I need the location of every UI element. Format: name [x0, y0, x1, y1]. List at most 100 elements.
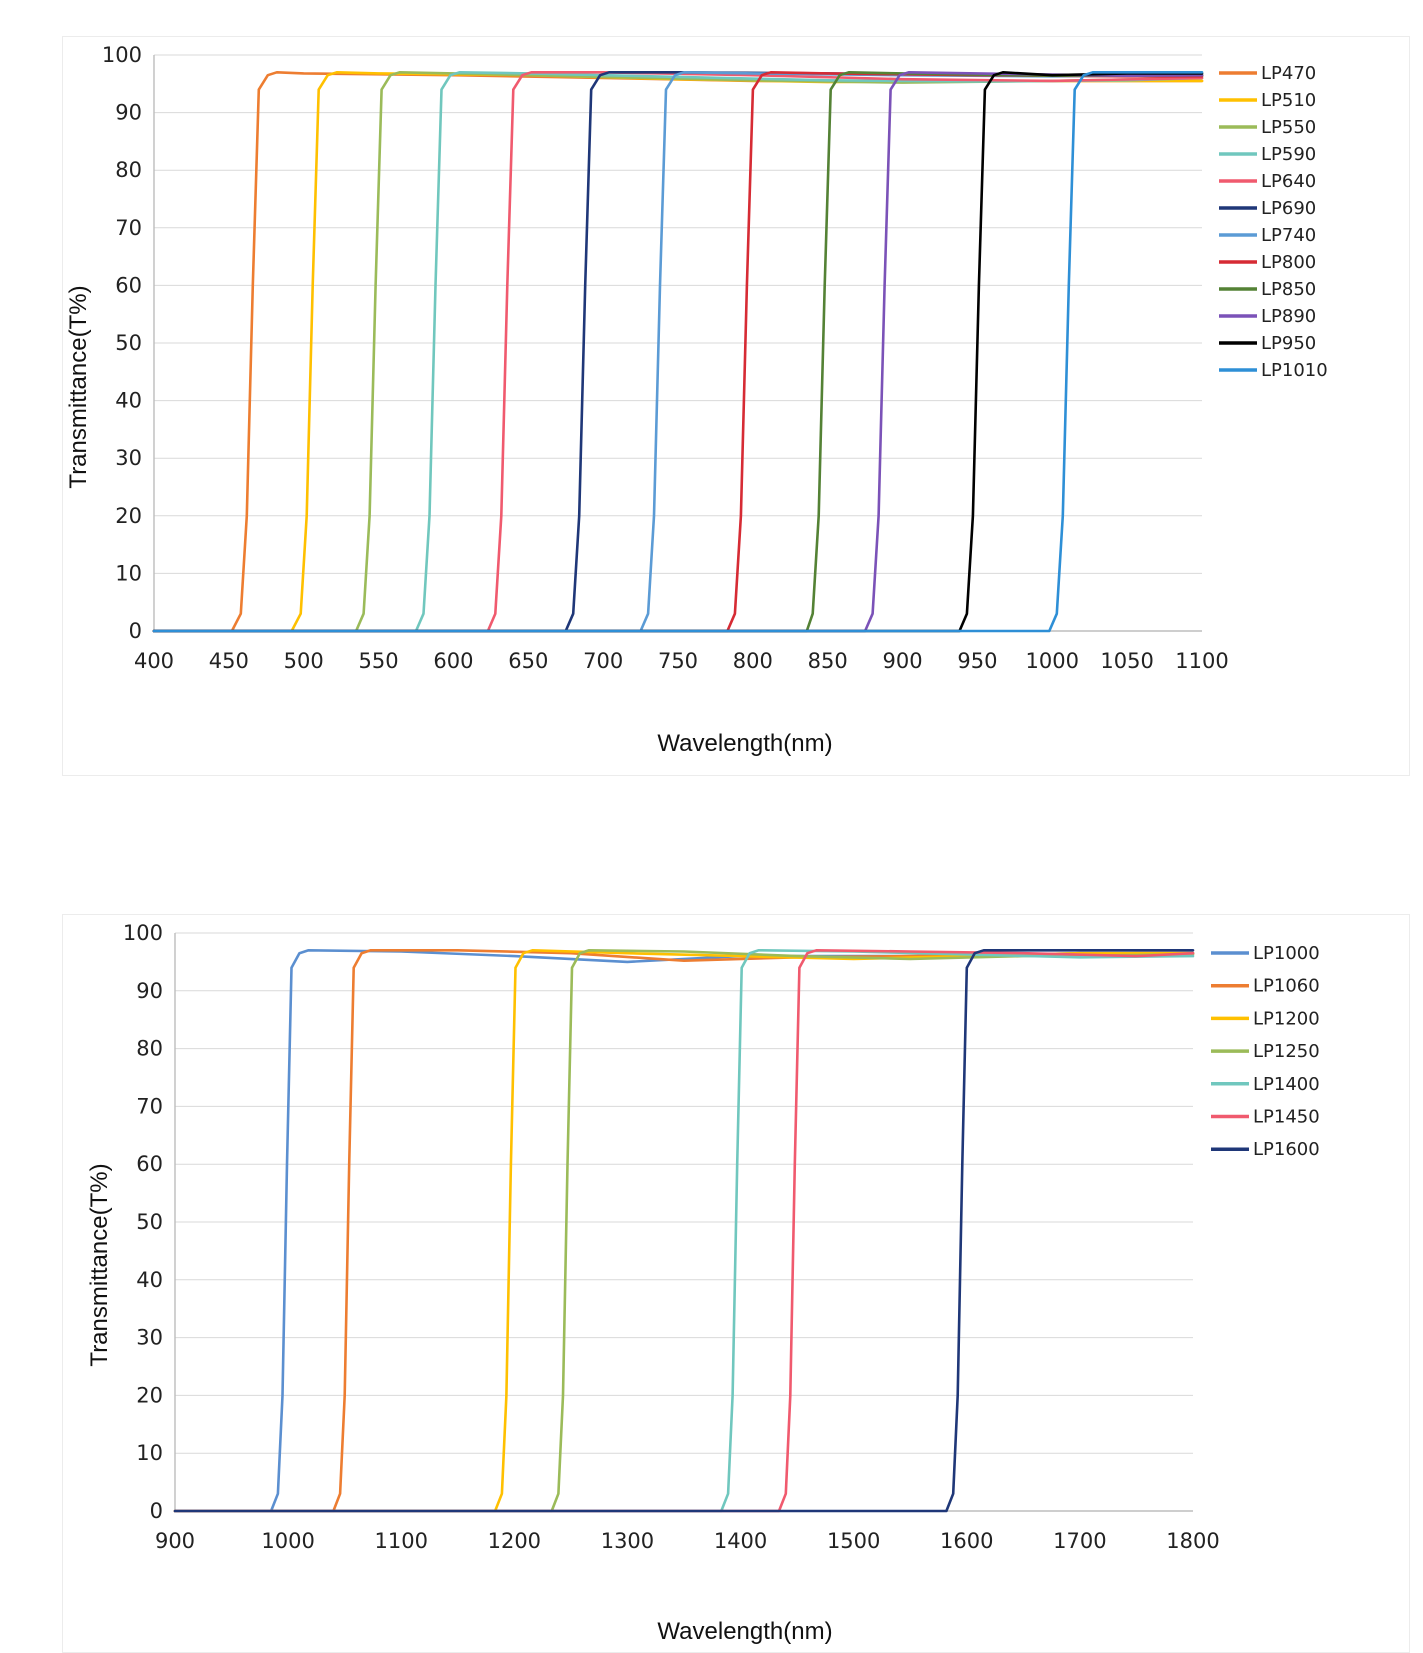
legend-label: LP550 — [1261, 117, 1316, 138]
chart-panel-1: 400 450 500 550 600 650 700 750 800 850 900 950 1000… — [62, 36, 1410, 776]
y-tick-label: 20 — [115, 504, 142, 528]
legend-item-lp470: LP470 — [1219, 63, 1316, 84]
y-tick-label: 10 — [136, 1441, 163, 1465]
chart-2-x-ticks: 900 1000 1100 1200 1300 1400 1500 1600 1700 1800 — [155, 1529, 1220, 1553]
y-tick-label: 80 — [115, 158, 142, 182]
y-tick-label: 100 — [123, 921, 163, 945]
x-tick-label: 1050 — [1100, 649, 1153, 673]
chart-2-y-axis-title: Transmittance(T%) — [86, 1163, 113, 1366]
legend-item-lp690: LP690 — [1219, 198, 1316, 219]
y-tick-label: 60 — [136, 1152, 163, 1176]
legend-item-lp550: LP550 — [1219, 117, 1316, 138]
y-tick-label: 70 — [115, 216, 142, 240]
x-tick-label: 800 — [733, 649, 773, 673]
legend-label: LP1000 — [1253, 943, 1320, 964]
x-tick-label: 400 — [134, 649, 174, 673]
series-line-lp550 — [152, 70, 1204, 633]
x-tick-label: 900 — [883, 649, 923, 673]
chart-1-legend: LP470 LP510 LP550 LP590 LP640 LP690 LP740 LP800… — [1219, 63, 1328, 381]
x-tick-label: 1400 — [714, 1529, 767, 1553]
x-tick-label: 950 — [957, 649, 997, 673]
x-tick-label: 650 — [508, 649, 548, 673]
chart-2-svg: 900 1000 1100 1200 1300 1400 1500 1600 1700 1800 … — [86, 921, 1320, 1645]
legend-label: LP850 — [1261, 279, 1316, 300]
y-tick-label: 30 — [115, 446, 142, 470]
chart-2-series — [173, 948, 1195, 1513]
chart-1-grid — [153, 54, 1202, 632]
y-tick-label: 0 — [129, 619, 142, 643]
chart-1-x-ticks: 400 450 500 550 600 650 700 750 800 850 900 950 1000… — [134, 649, 1229, 673]
x-tick-label: 1700 — [1053, 1529, 1106, 1553]
legend-label: LP1200 — [1253, 1008, 1320, 1029]
legend-label: LP590 — [1261, 144, 1316, 165]
x-tick-label: 700 — [583, 649, 623, 673]
legend-label: LP1060 — [1253, 976, 1320, 997]
legend-item-lp1200: LP1200 — [1211, 1008, 1320, 1029]
x-tick-label: 750 — [658, 649, 698, 673]
legend-item-lp1450: LP1450 — [1211, 1107, 1320, 1128]
y-tick-label: 30 — [136, 1326, 163, 1350]
chart-2-grid — [174, 932, 1193, 1512]
legend-item-lp1010: LP1010 — [1219, 360, 1328, 381]
series-line-lp1400 — [173, 948, 1195, 1513]
x-tick-label: 1200 — [488, 1529, 541, 1553]
legend-label: LP1250 — [1253, 1041, 1320, 1062]
chart-1-y-ticks: 0 10 20 30 40 50 60 70 80 90 100 — [102, 43, 142, 643]
chart-2-x-axis-title: Wavelength(nm) — [657, 1618, 832, 1645]
legend-item-lp1250: LP1250 — [1211, 1041, 1320, 1062]
series-line-lp590 — [152, 70, 1204, 633]
x-tick-label: 1600 — [940, 1529, 993, 1553]
legend-label: LP690 — [1261, 198, 1316, 219]
legend-label: LP800 — [1261, 252, 1316, 273]
legend-label: LP510 — [1261, 90, 1316, 111]
chart-panel-2: 900 1000 1100 1200 1300 1400 1500 1600 1700 1800 … — [62, 914, 1410, 1653]
legend-label: LP1010 — [1261, 360, 1328, 381]
legend-item-lp740: LP740 — [1219, 225, 1316, 246]
legend-label: LP890 — [1261, 306, 1316, 327]
y-tick-label: 80 — [136, 1037, 163, 1061]
series-line-lp1200 — [173, 948, 1195, 1513]
series-line-lp1250 — [173, 948, 1195, 1513]
series-line-lp1010 — [152, 70, 1204, 633]
legend-label: LP640 — [1261, 171, 1316, 192]
x-tick-label: 1100 — [1175, 649, 1228, 673]
x-tick-label: 1000 — [261, 1529, 314, 1553]
series-line-lp1000 — [173, 948, 1195, 1513]
legend-label: LP950 — [1261, 333, 1316, 354]
legend-label: LP1400 — [1253, 1074, 1320, 1095]
y-tick-label: 90 — [136, 979, 163, 1003]
x-tick-label: 900 — [155, 1529, 195, 1553]
chart-1-series — [152, 70, 1204, 633]
chart-1-svg: 400 450 500 550 600 650 700 750 800 850 900 950 1000… — [65, 43, 1328, 757]
y-tick-label: 40 — [115, 389, 142, 413]
y-tick-label: 40 — [136, 1268, 163, 1292]
series-line-lp640 — [152, 70, 1204, 633]
y-tick-label: 100 — [102, 43, 142, 67]
legend-item-lp510: LP510 — [1219, 90, 1316, 111]
chart-1-x-axis-title: Wavelength(nm) — [657, 730, 832, 757]
legend-item-lp640: LP640 — [1219, 171, 1316, 192]
legend-item-lp890: LP890 — [1219, 306, 1316, 327]
y-tick-label: 0 — [150, 1499, 163, 1523]
series-line-lp950 — [152, 70, 1204, 633]
legend-label: LP470 — [1261, 63, 1316, 84]
y-tick-label: 50 — [136, 1210, 163, 1234]
y-tick-label: 20 — [136, 1383, 163, 1407]
legend-item-lp950: LP950 — [1219, 333, 1316, 354]
x-tick-label: 1800 — [1166, 1529, 1219, 1553]
chart-2-legend: LP1000 LP1060 LP1200 LP1250 LP1400 LP1450 LP16… — [1211, 943, 1320, 1160]
y-tick-label: 70 — [136, 1094, 163, 1118]
chart-1-y-axis-title: Transmittance(T%) — [65, 285, 92, 488]
chart-2-y-ticks: 0 10 20 30 40 50 60 70 80 90 100 — [123, 921, 163, 1523]
series-line-lp1060 — [173, 948, 1195, 1513]
legend-item-lp590: LP590 — [1219, 144, 1316, 165]
y-tick-label: 60 — [115, 273, 142, 297]
x-tick-label: 1100 — [374, 1529, 427, 1553]
x-tick-label: 1500 — [827, 1529, 880, 1553]
y-tick-label: 50 — [115, 331, 142, 355]
legend-item-lp1000: LP1000 — [1211, 943, 1320, 964]
x-tick-label: 500 — [284, 649, 324, 673]
series-line-lp1600 — [173, 948, 1195, 1513]
series-line-lp510 — [152, 70, 1204, 633]
x-tick-label: 600 — [433, 649, 473, 673]
